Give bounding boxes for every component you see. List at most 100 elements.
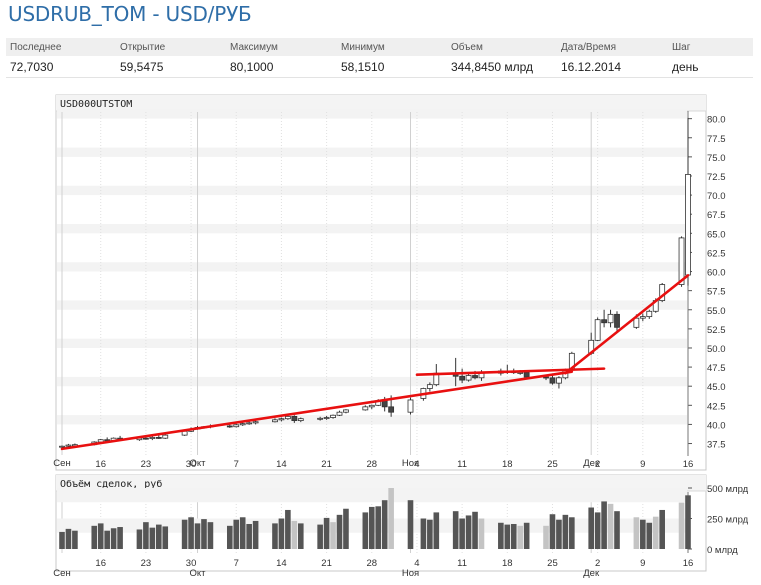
- candle-body: [272, 419, 278, 423]
- volume-bar: [323, 517, 330, 549]
- price-chart-title: USD000UTSTOM: [60, 99, 132, 110]
- candle-body: [388, 406, 395, 413]
- candle-body: [155, 437, 162, 439]
- volume-bar: [640, 519, 646, 549]
- page-title: USDRUB_TOM - USD/РУБ: [8, 2, 252, 26]
- volume-xtick-label: 4: [414, 558, 419, 569]
- quote-header-volume: Объем: [447, 38, 557, 56]
- volume-bar: [549, 514, 556, 549]
- volume-bar: [614, 511, 620, 549]
- volume-panel-header: [56, 475, 706, 491]
- volume-bar: [233, 519, 240, 549]
- price-xtick-label: 16: [683, 459, 694, 470]
- volume-bar: [181, 519, 188, 549]
- volume-bar: [646, 522, 653, 549]
- quote-table: Последнее Открытие Максимум Минимум Объе…: [6, 38, 753, 78]
- candle-body: [556, 377, 562, 384]
- volume-xtick-label: 30: [186, 558, 197, 569]
- price-xtick-label: 11: [457, 459, 467, 470]
- volume-bar: [362, 512, 369, 549]
- candle-body: [368, 404, 375, 408]
- candle-body: [459, 375, 466, 381]
- price-xtick-label: 2: [595, 459, 600, 470]
- candle-body: [549, 377, 556, 384]
- price-ytick-label: 37.5: [707, 440, 726, 451]
- volume-bar: [91, 525, 98, 549]
- volume-bar: [420, 518, 427, 549]
- candle-body: [149, 437, 156, 439]
- volume-bar: [272, 523, 278, 549]
- price-month-label: Дек: [583, 458, 600, 469]
- volume-bar: [523, 522, 530, 549]
- price-ytick-label: 72.5: [707, 172, 726, 183]
- volume-bar: [452, 511, 459, 549]
- volume-bar: [239, 517, 246, 549]
- volume-bar: [407, 500, 414, 549]
- volume-bar: [343, 508, 349, 549]
- quote-value-low: 58,1510: [337, 56, 447, 78]
- candle-body: [465, 375, 472, 381]
- volume-bar: [330, 522, 336, 549]
- volume-bar: [143, 522, 149, 549]
- volume-month-label: Ноя: [402, 568, 419, 579]
- quote-value-open: 59,5475: [116, 56, 226, 78]
- volume-bar: [336, 514, 343, 549]
- candle-body: [330, 414, 336, 418]
- candle-body: [239, 423, 246, 426]
- volume-bar: [633, 517, 640, 549]
- candle-body: [523, 372, 530, 378]
- volume-bar: [459, 518, 465, 549]
- price-ytick-label: 47.5: [707, 363, 726, 374]
- candle-body: [607, 313, 614, 324]
- candle-body: [226, 425, 233, 428]
- volume-bar: [543, 525, 549, 549]
- price-ytick-label: 52.5: [707, 325, 726, 336]
- volume-bar: [162, 526, 169, 549]
- candle-body: [685, 174, 691, 276]
- volume-bar: [472, 511, 478, 549]
- price-grid-band: [57, 109, 687, 119]
- volume-month-label: Окт: [190, 568, 207, 579]
- candle-body: [297, 418, 304, 422]
- price-grid-band: [57, 415, 687, 425]
- price-ytick-label: 45.0: [707, 382, 726, 393]
- candle-body: [233, 424, 240, 428]
- quote-header-high: Максимум: [226, 38, 337, 56]
- price-xtick-label: 4: [414, 459, 419, 470]
- quote-header-datetime: Дата/Время: [557, 38, 668, 56]
- volume-bar: [65, 528, 72, 549]
- volume-bar: [556, 519, 562, 549]
- price-xtick-label: 23: [141, 459, 152, 470]
- volume-bar: [156, 524, 162, 549]
- price-xtick-label: 18: [502, 459, 513, 470]
- volume-bar: [588, 507, 594, 549]
- candle-body: [284, 415, 291, 420]
- candle-body: [323, 417, 330, 419]
- candle-body: [252, 421, 259, 424]
- volume-bar: [678, 502, 685, 549]
- candle-body: [614, 313, 620, 328]
- volume-xtick-label: 2: [595, 558, 600, 569]
- quote-value-last: 72,7030: [6, 56, 116, 78]
- volume-bar: [188, 517, 194, 549]
- quote-header-step: Шаг: [668, 38, 753, 56]
- trend-line: [415, 367, 606, 377]
- quote-value-step: день: [668, 56, 753, 78]
- volume-bar: [226, 525, 233, 549]
- price-xtick-label: 16: [95, 459, 106, 470]
- volume-bar: [110, 528, 117, 549]
- quote-value-volume: 344,8450 млрд: [447, 56, 557, 78]
- candle-body: [472, 375, 478, 379]
- volume-xtick-label: 23: [141, 558, 152, 569]
- volume-bar: [498, 522, 504, 549]
- price-xtick-label: 14: [276, 459, 287, 470]
- price-xtick-label: 9: [640, 459, 645, 470]
- candle-body: [291, 415, 298, 422]
- volume-ytick-label: 250 млрд: [707, 515, 749, 526]
- candle-body: [594, 319, 601, 341]
- price-ytick-label: 57.5: [707, 287, 726, 298]
- volume-bar: [381, 500, 388, 549]
- volume-bar: [601, 501, 607, 549]
- candle-body: [317, 417, 324, 420]
